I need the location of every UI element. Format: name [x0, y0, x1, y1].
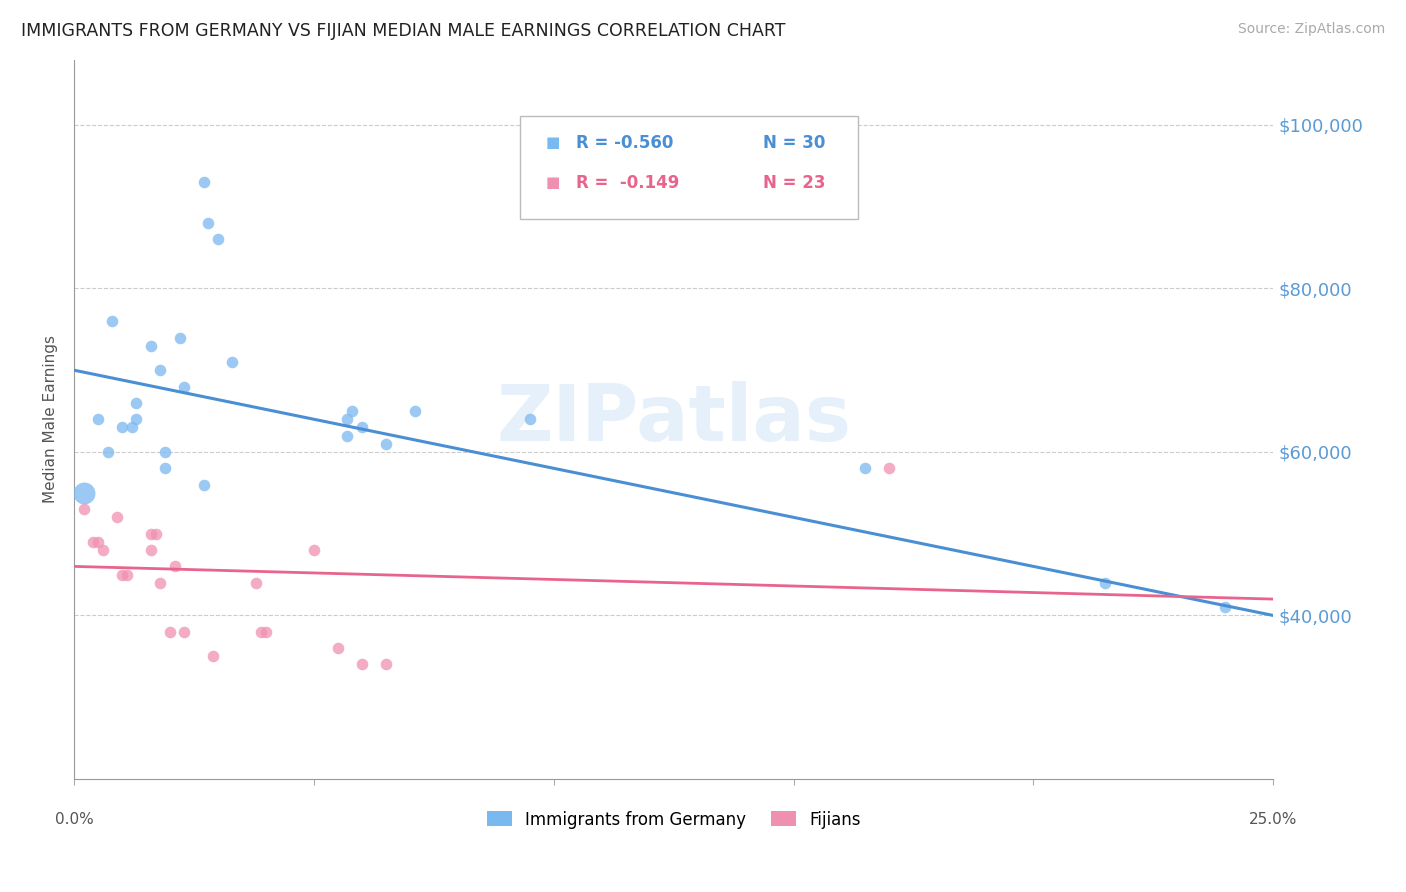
Point [87, 534, 110, 549]
Point [139, 526, 162, 541]
Point [111, 567, 134, 582]
Point [73, 485, 96, 500]
Point [404, 404, 426, 418]
Point [139, 543, 162, 558]
Point [193, 477, 215, 491]
Point [245, 575, 267, 590]
Text: ■: ■ [546, 136, 560, 150]
Point [336, 428, 359, 442]
Point [155, 445, 177, 459]
Point [374, 437, 396, 451]
Point [519, 412, 541, 426]
Point [173, 624, 195, 639]
Point [221, 355, 243, 369]
Point [855, 461, 877, 475]
Point [115, 567, 138, 582]
Point [193, 175, 215, 189]
Point [254, 624, 277, 639]
Point [374, 657, 396, 672]
Point [326, 641, 349, 656]
Text: Source: ZipAtlas.com: Source: ZipAtlas.com [1237, 22, 1385, 37]
Point [591, 151, 613, 165]
Point [139, 339, 162, 353]
Point [342, 404, 364, 418]
Point [101, 314, 124, 328]
Point [97, 445, 120, 459]
Text: N = 23: N = 23 [763, 174, 825, 192]
Text: N = 30: N = 30 [763, 134, 825, 152]
Point [350, 420, 373, 434]
Point [202, 649, 225, 664]
Point [336, 412, 359, 426]
Point [207, 232, 229, 246]
Point [302, 543, 325, 558]
Point [125, 396, 148, 410]
Legend: Immigrants from Germany, Fijians: Immigrants from Germany, Fijians [479, 804, 868, 835]
Point [105, 510, 128, 524]
Y-axis label: Median Male Earnings: Median Male Earnings [44, 335, 58, 503]
Text: IMMIGRANTS FROM GERMANY VS FIJIAN MEDIAN MALE EARNINGS CORRELATION CHART: IMMIGRANTS FROM GERMANY VS FIJIAN MEDIAN… [21, 22, 786, 40]
Point [197, 216, 219, 230]
Point [149, 575, 172, 590]
Point [250, 624, 273, 639]
Point [91, 543, 114, 558]
Point [145, 526, 167, 541]
Point [173, 379, 195, 393]
Text: 25.0%: 25.0% [1249, 812, 1298, 827]
Point [1094, 575, 1116, 590]
Text: R = -0.560: R = -0.560 [576, 134, 673, 152]
Point [155, 461, 177, 475]
Point [1213, 600, 1236, 615]
Text: ZIPatlas: ZIPatlas [496, 381, 851, 458]
Text: 0.0%: 0.0% [55, 812, 93, 827]
Point [149, 363, 172, 377]
Text: R =  -0.149: R = -0.149 [576, 174, 681, 192]
Point [121, 420, 143, 434]
Point [111, 420, 134, 434]
Point [87, 412, 110, 426]
Point [350, 657, 373, 672]
Text: ■: ■ [546, 176, 560, 190]
Point [125, 412, 148, 426]
Point [879, 461, 901, 475]
Point [169, 330, 191, 344]
Point [82, 534, 104, 549]
Point [159, 624, 181, 639]
Point [73, 502, 96, 516]
Point [163, 559, 186, 574]
